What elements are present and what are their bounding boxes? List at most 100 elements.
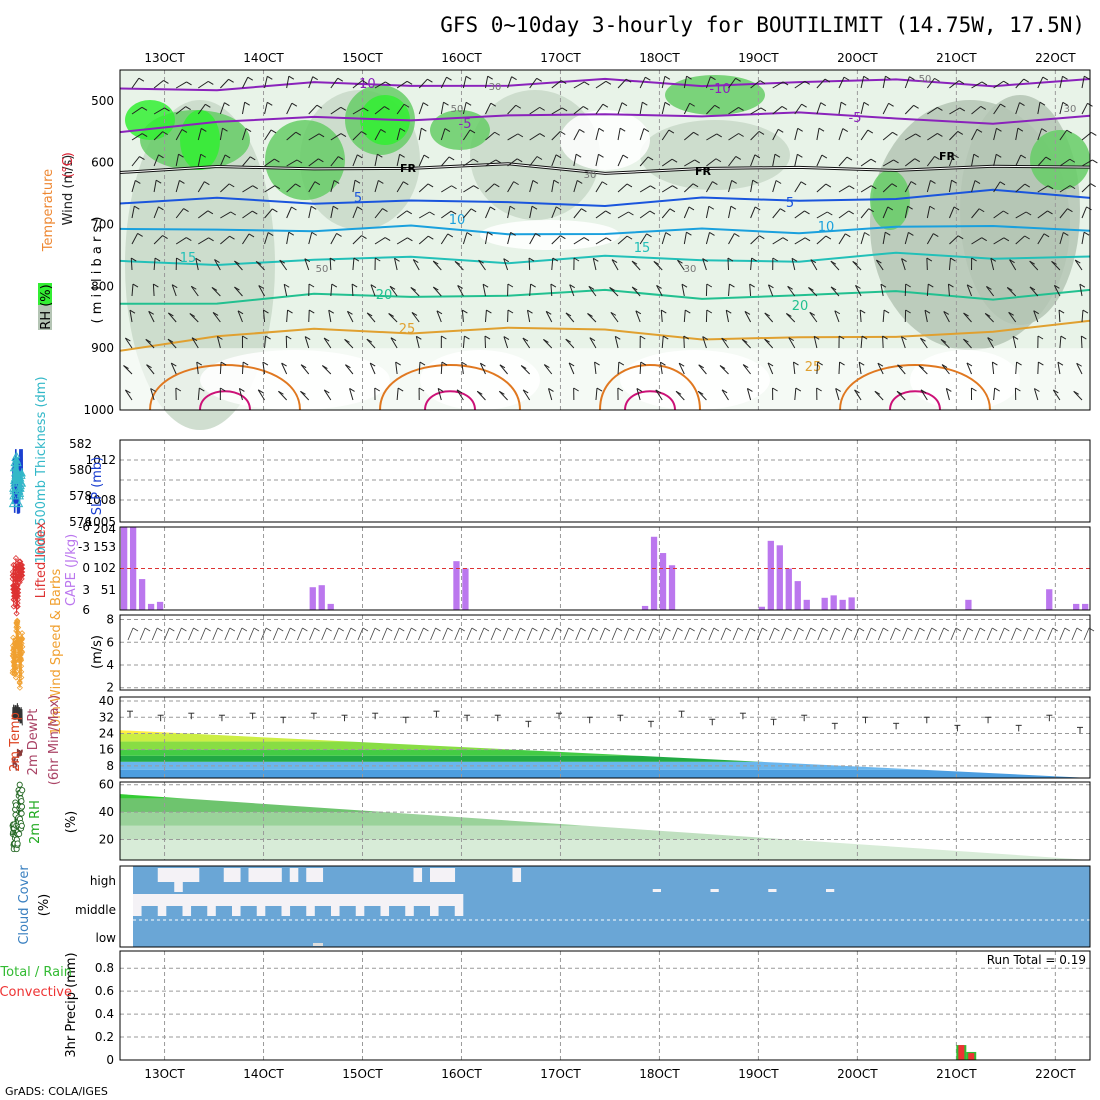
contour-label: 5 <box>786 196 794 211</box>
wind-barb-flag <box>797 127 803 132</box>
surface-barb <box>611 627 618 641</box>
wind-barb-flag <box>742 364 749 368</box>
wind-barb <box>882 131 893 141</box>
wind-barb-flag <box>884 231 891 236</box>
wind-barb-flag <box>242 361 249 366</box>
surface-barb-flag <box>278 627 284 632</box>
wind-barb-flag <box>813 335 820 340</box>
wind-barb-flag <box>984 313 991 317</box>
wind-barb-flag <box>848 210 854 215</box>
mid-clear-cell <box>347 894 357 906</box>
wind-barb <box>882 335 884 349</box>
rh2m-point <box>18 810 25 817</box>
wind-barb-flag <box>669 208 676 213</box>
high-clear-cell <box>174 868 183 892</box>
wind-barb-flag <box>909 76 915 81</box>
wind-barb-flag <box>433 286 439 291</box>
wind-barb-flag <box>278 390 284 395</box>
wind-barb <box>456 389 464 401</box>
mid-clear-cell <box>405 894 414 916</box>
surface-barb <box>345 627 352 641</box>
wind-barb-flag <box>176 257 182 262</box>
wind-barb-flag <box>605 80 612 85</box>
surface-barb <box>127 627 134 641</box>
wind-barb-flag <box>973 153 980 158</box>
wind-barb-flag <box>478 259 484 264</box>
wind-barb <box>882 159 894 167</box>
wind-barb <box>463 185 474 193</box>
surface-barb-flag <box>895 627 901 632</box>
wind-barb <box>457 285 464 297</box>
wind-barb-flag <box>148 310 154 315</box>
total-rain-label: Total / Rain <box>0 965 72 980</box>
wind-barb <box>507 76 513 89</box>
wind-barb <box>900 336 906 349</box>
wind-barb-flag <box>186 81 192 86</box>
wind-barb-flag <box>472 158 479 163</box>
li-point <box>13 603 20 610</box>
li-point <box>12 579 19 586</box>
wind-barb-flag <box>357 154 363 159</box>
wind-barb-flag <box>852 260 858 265</box>
wind-barb <box>854 389 862 401</box>
wind-barb <box>592 258 597 271</box>
wind-barb <box>1037 361 1039 375</box>
mid-clear-cell <box>232 894 241 916</box>
wind-barb <box>441 185 452 193</box>
precip-convective-bar <box>968 1053 975 1060</box>
wind-barb <box>750 107 762 115</box>
wind-barb <box>242 156 251 167</box>
wind-barb <box>639 210 651 219</box>
wind-barb-flag <box>780 208 786 213</box>
wind-barb <box>241 361 244 375</box>
wind-barb <box>1015 183 1026 193</box>
wind-barb-flag <box>291 102 298 107</box>
wind-barb-flag <box>427 183 434 188</box>
wind-barb-flag <box>179 180 185 184</box>
wind-barb <box>283 284 288 297</box>
wind-barb-flag <box>777 128 784 133</box>
wind-barb <box>351 283 354 297</box>
wind-barb <box>631 286 641 297</box>
wind-barb-flag <box>764 312 771 317</box>
wind-barb <box>750 154 756 167</box>
surface-barb <box>272 627 279 641</box>
rh2m-point <box>18 803 26 810</box>
surface-barb <box>756 627 763 641</box>
wind-barb-flag <box>451 185 457 190</box>
wind-barb <box>286 232 290 245</box>
thickness-point <box>9 487 18 495</box>
wind-barb-flag <box>741 338 748 343</box>
bottom-tick-14oct: 14OCT <box>243 1067 284 1081</box>
wind-barb <box>725 310 730 323</box>
wind-barb <box>966 362 972 375</box>
wind-barb-flag <box>719 365 726 369</box>
surface-barb <box>575 627 582 641</box>
top-tick-22oct: 22OCT <box>1035 51 1076 65</box>
wind-barb <box>195 258 199 271</box>
mid-clear-cell <box>273 894 282 906</box>
wind-barb <box>1081 232 1085 245</box>
wind-barb <box>286 102 293 115</box>
wind-barb-flag <box>274 158 280 163</box>
contour-label: -5 <box>459 117 472 132</box>
wind-barb <box>971 154 975 167</box>
wind-barb <box>418 183 429 193</box>
high-clear-cell <box>265 868 274 882</box>
wind-barb-flag <box>374 387 381 392</box>
pressure-tick: 700 <box>91 218 114 232</box>
mid-clear-cell <box>182 894 192 916</box>
wind-barb-flag <box>914 158 921 163</box>
precip-panel <box>120 951 1090 1060</box>
wind-barb-flag <box>656 284 662 289</box>
thickness-tick: 576 <box>69 515 92 529</box>
wind-barb-flag <box>1060 335 1067 340</box>
wind-barb-flag <box>987 337 993 342</box>
wind-barb-flag <box>915 133 921 138</box>
surface-barb <box>260 627 267 641</box>
temp-contour-5 <box>119 224 1091 236</box>
wind-barb <box>721 389 729 401</box>
wind-barb-flag <box>384 106 390 110</box>
wind-barb <box>130 257 133 271</box>
